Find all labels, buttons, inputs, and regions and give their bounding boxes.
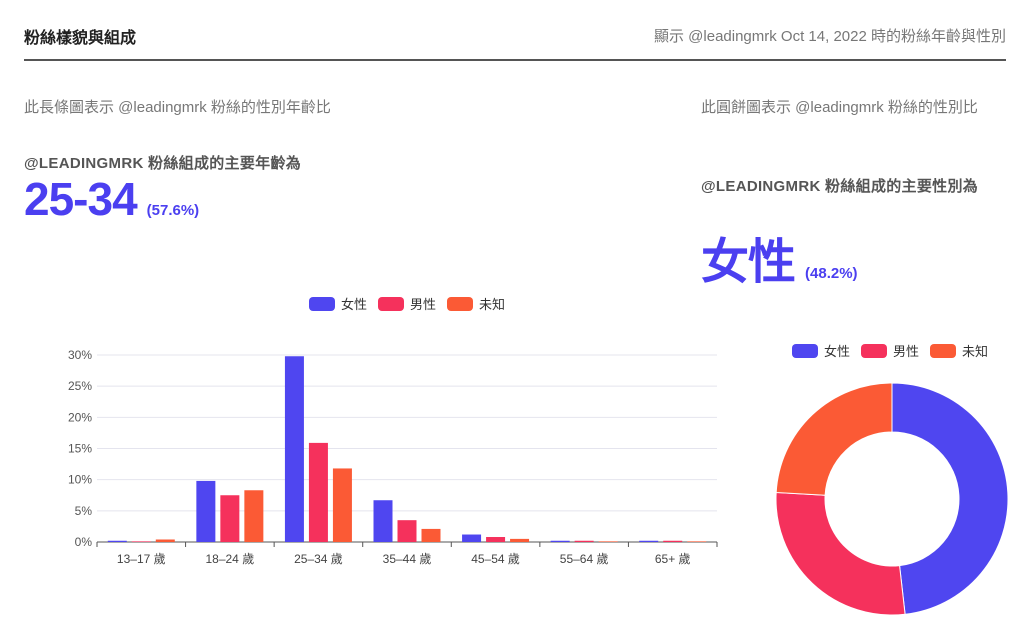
bar-male[interactable] xyxy=(486,537,506,542)
x-tick-label: 65+ 歲 xyxy=(655,552,691,566)
bar-chart-legend: 女性 男性 未知 xyxy=(309,294,516,313)
bar-female[interactable] xyxy=(196,480,216,542)
y-tick-label: 30% xyxy=(68,348,92,362)
bar-unknown[interactable] xyxy=(332,468,352,542)
bar-female[interactable] xyxy=(284,356,304,542)
pie-legend-item[interactable]: 男性 xyxy=(861,341,919,360)
y-tick-label: 10% xyxy=(68,473,92,487)
pie-legend-label: 未知 xyxy=(962,344,989,359)
gender-highlight: 女性 (48.2%) xyxy=(701,222,858,292)
x-tick-label: 35–44 歲 xyxy=(383,552,432,566)
bar-legend-swatch xyxy=(447,296,474,311)
gender-chart-description: 此圓餅圖表示 @leadingmrk 粉絲的性別比 xyxy=(701,99,978,116)
bar-legend-swatch xyxy=(309,296,335,311)
bar-female[interactable] xyxy=(462,534,482,542)
y-tick-label: 5% xyxy=(75,504,93,518)
bar-female[interactable] xyxy=(639,540,659,542)
pie-slice-male[interactable] xyxy=(775,491,906,616)
y-tick-label: 20% xyxy=(68,410,92,424)
bar-male[interactable] xyxy=(308,442,328,542)
pie-legend-label: 男性 xyxy=(893,344,920,359)
y-tick-label: 25% xyxy=(68,379,92,393)
bar-male[interactable] xyxy=(663,540,683,542)
bar-male[interactable] xyxy=(220,495,240,542)
bar-legend-item[interactable]: 未知 xyxy=(447,294,505,313)
age-highlight: 25-34 (57.6%) xyxy=(24,172,199,226)
age-chart-description: 此長條圖表示 @leadingmrk 粉絲的性別年齡比 xyxy=(24,99,331,116)
page-header: 粉絲樣貌與組成 顯示 @leadingmrk Oct 14, 2022 時的粉絲… xyxy=(24,0,1006,61)
bar-legend-item[interactable]: 男性 xyxy=(378,294,436,313)
page-subtitle: 顯示 @leadingmrk Oct 14, 2022 時的粉絲年齡與性別 xyxy=(654,28,1006,45)
bar-unknown[interactable] xyxy=(421,528,441,542)
gender-highlight-percent: (48.2%) xyxy=(805,265,858,282)
bar-legend-label: 男性 xyxy=(410,297,437,312)
y-tick-label: 0% xyxy=(75,535,93,549)
pie-slice-female[interactable] xyxy=(891,382,1009,615)
pie-legend-swatch xyxy=(792,343,818,358)
bar-male[interactable] xyxy=(397,520,417,542)
bar-unknown[interactable] xyxy=(155,539,175,542)
bar-male[interactable] xyxy=(574,540,594,542)
age-highlight-percent: (57.6%) xyxy=(146,202,200,219)
pie-legend-swatch xyxy=(930,343,957,358)
page-title: 粉絲樣貌與組成 xyxy=(24,30,137,47)
bar-legend-label: 女性 xyxy=(341,297,368,312)
gender-highlight-value: 女性 xyxy=(701,236,796,289)
bar-legend-label: 未知 xyxy=(479,297,506,312)
bar-unknown[interactable] xyxy=(510,538,530,542)
x-tick-label: 25–34 歲 xyxy=(294,552,343,566)
gender-donut-chart xyxy=(775,382,1009,616)
pie-legend-item[interactable]: 未知 xyxy=(930,341,988,360)
bar-female[interactable] xyxy=(550,540,570,542)
bar-unknown[interactable] xyxy=(687,541,707,542)
bar-female[interactable] xyxy=(373,500,393,542)
bar-unknown[interactable] xyxy=(244,490,264,542)
pie-legend-swatch xyxy=(861,343,888,358)
age-gender-bar-chart: 0% 5% 10% 15% 20% 25% 30% 13–17 歲 18–24 歲 25–34 歲… xyxy=(68,348,718,566)
x-tick-label: 18–24 歲 xyxy=(205,552,254,566)
age-kicker: @LEADINGMRK 粉絲組成的主要年齡為 xyxy=(24,155,302,172)
x-tick-label: 55–64 歲 xyxy=(560,552,609,566)
pie-slice-unknown[interactable] xyxy=(775,382,893,496)
bar-unknown[interactable] xyxy=(598,541,618,542)
bar-legend-item[interactable]: 女性 xyxy=(309,294,367,313)
bar-male[interactable] xyxy=(131,541,151,542)
gender-kicker: @LEADINGMRK 粉絲組成的主要性別為 xyxy=(701,178,979,195)
x-tick-label: 45–54 歲 xyxy=(471,552,520,566)
bar-legend-swatch xyxy=(378,296,405,311)
pie-chart-legend: 女性 男性 未知 xyxy=(792,341,999,360)
bar-female[interactable] xyxy=(107,540,127,542)
pie-legend-label: 女性 xyxy=(824,344,851,359)
age-highlight-value: 25-34 xyxy=(24,173,138,225)
pie-legend-item[interactable]: 女性 xyxy=(792,341,850,360)
y-tick-label: 15% xyxy=(68,442,92,456)
x-tick-label: 13–17 歲 xyxy=(117,552,166,566)
